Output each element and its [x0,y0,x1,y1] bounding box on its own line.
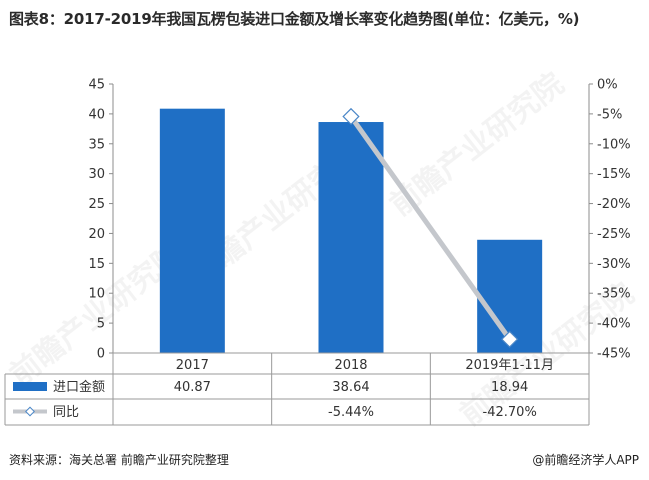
y-right-tick-label: 0% [597,78,618,93]
y-left-tick-label: 45 [88,78,105,93]
data-label: 40.87 [174,380,211,395]
y-right-tick-label: -15% [597,167,631,182]
data-label: -42.70% [483,405,537,420]
x-tick-label: 2019年1-11月 [465,358,554,373]
y-right-tick-label: -30% [597,257,631,272]
y-left-tick-label: 5 [97,317,105,332]
bar [159,108,225,353]
source-note: 资料来源：海关总署 前瞻产业研究院整理 [9,453,229,467]
data-label: 18.94 [491,380,528,395]
y-left-tick-label: 20 [88,227,105,242]
brand-credit: @前瞻经济学人APP [532,453,639,467]
bar [318,122,384,353]
line-point [342,107,360,126]
y-right-tick-label: -20% [597,197,631,212]
chart-title: 图表8：2017-2019年我国瓦楞包装进口金额及增长率变化趋势图(单位：亿美元… [9,10,580,28]
y-left-tick-label: 10 [88,287,105,302]
data-label: -5.44% [328,405,374,420]
legend-swatch-bar [13,382,47,391]
y-left-tick-label: 40 [88,107,105,122]
y-right-tick-label: -25% [597,227,631,242]
line-series [348,114,513,342]
legend-label: 同比 [53,405,79,420]
y-right-tick-label: -5% [597,107,622,122]
y-right-tick-label: -45% [597,347,631,362]
y-right-tick-label: -35% [597,287,631,302]
y-right-tick-label: -40% [597,317,631,332]
x-tick-label: 2017 [176,358,209,373]
y-left-tick-label: 35 [88,137,105,152]
legend-label: 进口金额 [53,379,105,395]
y-left-tick-label: 30 [88,167,105,182]
y-left-tick-label: 15 [88,257,105,272]
y-right-tick-label: -10% [597,137,631,152]
y-left-tick-label: 0 [97,347,105,362]
y-left-tick-label: 25 [88,197,105,212]
data-label: 38.64 [332,380,369,395]
x-tick-label: 2018 [334,358,367,373]
legend-swatch-marker [25,406,35,417]
line-point [501,330,519,348]
